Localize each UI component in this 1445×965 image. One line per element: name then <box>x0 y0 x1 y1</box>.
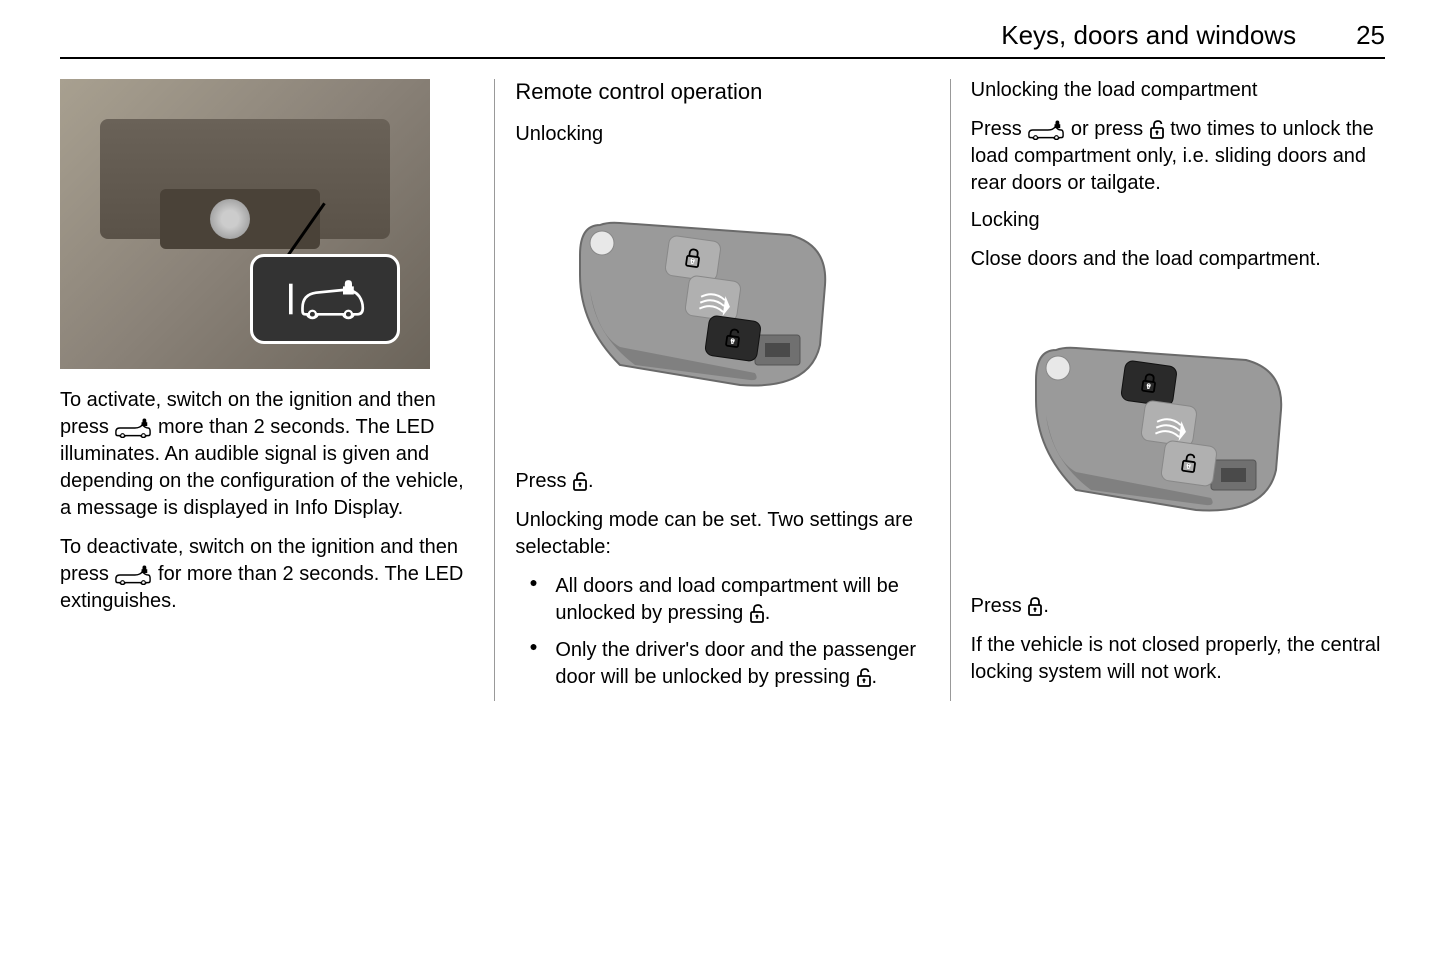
page-header: Keys, doors and windows 25 <box>60 20 1385 59</box>
column-1: To activate, switch on the ignition and … <box>60 79 494 701</box>
header-title: Keys, doors and windows <box>1001 20 1296 51</box>
unlocking-mode-text: Unlocking mode can be set. Two settings … <box>515 507 929 561</box>
unlocking-load-heading: Unlocking the load compartment <box>971 79 1385 102</box>
list-item: Only the driver's door and the passenger… <box>515 637 929 691</box>
col3-paragraph-2: Close doors and the load compartment. <box>971 246 1385 273</box>
unlocking-options-list: All doors and load compartment will be u… <box>515 573 929 691</box>
locking-subheading: Locking <box>971 209 1385 232</box>
press-unlock-text: Press . <box>515 468 929 495</box>
col3-paragraph-1: Press or press two times to unlock the l… <box>971 116 1385 197</box>
car-lock-icon <box>1027 120 1065 140</box>
car-lock-icon <box>114 565 152 585</box>
key-fob-lock-illustration <box>971 285 1341 575</box>
car-lock-badge-icon <box>280 274 370 324</box>
key-fob-unlock-illustration <box>515 160 885 450</box>
remote-control-heading: Remote control operation <box>515 79 929 105</box>
page-number: 25 <box>1356 20 1385 51</box>
unlock-icon <box>749 604 765 624</box>
unlocking-subheading: Unlocking <box>515 123 929 146</box>
column-3: Unlocking the load compartment Press or … <box>951 79 1385 701</box>
content-columns: To activate, switch on the ignition and … <box>60 79 1385 701</box>
list-item: All doors and load compartment will be u… <box>515 573 929 627</box>
col1-paragraph-2: To deactivate, switch on the ignition an… <box>60 534 474 615</box>
dashboard-illustration <box>60 79 430 369</box>
lock-icon <box>1027 597 1043 617</box>
press-lock-text: Press . <box>971 593 1385 620</box>
col3-paragraph-3: If the vehicle is not closed properly, t… <box>971 632 1385 686</box>
unlock-icon <box>856 668 872 688</box>
col1-paragraph-1: To activate, switch on the ignition and … <box>60 387 474 522</box>
callout-badge <box>250 254 400 344</box>
car-lock-icon <box>114 418 152 438</box>
unlock-icon <box>1149 120 1165 140</box>
unlock-icon <box>572 472 588 492</box>
column-2: Remote control operation Unlocking <box>495 79 949 701</box>
